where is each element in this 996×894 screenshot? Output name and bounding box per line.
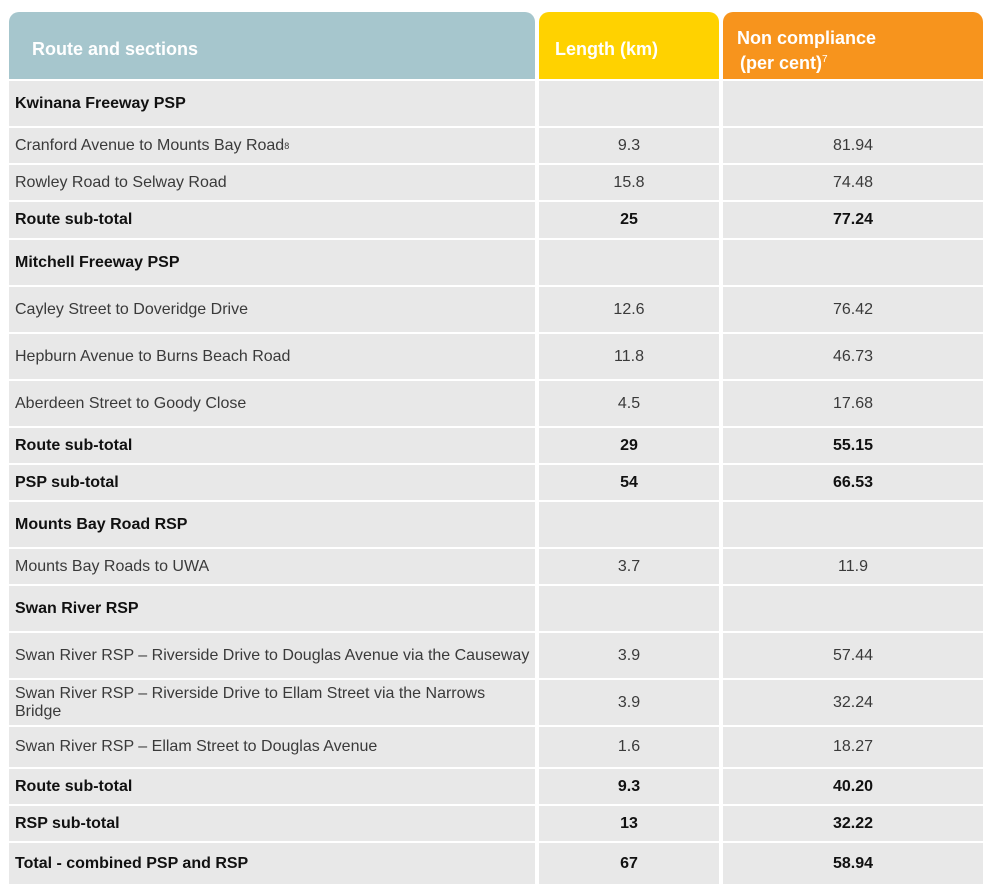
- route-cell: Hepburn Avenue to Burns Beach Road: [9, 334, 535, 379]
- route-cell: Swan River RSP – Riverside Drive to Ella…: [9, 680, 535, 725]
- length-cell: 67: [539, 843, 719, 884]
- route-cell: Cranford Avenue to Mounts Bay Road 8: [9, 128, 535, 163]
- table-row: Swan River RSP – Riverside Drive to Doug…: [9, 633, 983, 678]
- route-cell: Total - combined PSP and RSP: [9, 843, 535, 884]
- noncompliance-cell: 58.94: [723, 843, 983, 884]
- length-cell: 3.9: [539, 633, 719, 678]
- length-cell: [539, 81, 719, 126]
- table-row-section: Swan River RSP: [9, 586, 983, 631]
- route-cell: Mitchell Freeway PSP: [9, 240, 535, 285]
- noncompliance-cell: 76.42: [723, 287, 983, 332]
- table-row-subtotal: Route sub-total 9.3 40.20: [9, 769, 983, 804]
- noncompliance-cell: 18.27: [723, 727, 983, 767]
- table-row-total: Total - combined PSP and RSP 67 58.94: [9, 843, 983, 884]
- route-cell: Swan River RSP – Riverside Drive to Doug…: [9, 633, 535, 678]
- header-route-label: Route and sections: [32, 39, 199, 59]
- noncompliance-cell: 81.94: [723, 128, 983, 163]
- table-row-section: Mounts Bay Road RSP: [9, 502, 983, 547]
- noncompliance-cell: [723, 81, 983, 126]
- length-cell: 12.6: [539, 287, 719, 332]
- table-row: Rowley Road to Selway Road 15.8 74.48: [9, 165, 983, 200]
- length-cell: 29: [539, 428, 719, 463]
- length-cell: 15.8: [539, 165, 719, 200]
- length-cell: 1.6: [539, 727, 719, 767]
- route-cell: Swan River RSP – Ellam Street to Douglas…: [9, 727, 535, 767]
- noncompliance-cell: 57.44: [723, 633, 983, 678]
- table-row-subtotal: RSP sub-total 13 32.22: [9, 806, 983, 841]
- noncompliance-cell: 32.22: [723, 806, 983, 841]
- length-cell: [539, 586, 719, 631]
- route-cell: Route sub-total: [9, 202, 535, 238]
- length-cell: 4.5: [539, 381, 719, 426]
- route-cell: Swan River RSP: [9, 586, 535, 631]
- header-length: Length (km): [539, 12, 719, 79]
- noncompliance-cell: 74.48: [723, 165, 983, 200]
- noncompliance-cell: 77.24: [723, 202, 983, 238]
- noncompliance-cell: [723, 240, 983, 285]
- noncompliance-cell: 46.73: [723, 334, 983, 379]
- noncompliance-cell: 32.24: [723, 680, 983, 725]
- length-cell: [539, 502, 719, 547]
- header-length-label: Length (km): [555, 39, 658, 59]
- noncompliance-cell: 55.15: [723, 428, 983, 463]
- route-cell: PSP sub-total: [9, 465, 535, 500]
- route-cell: Aberdeen Street to Goody Close: [9, 381, 535, 426]
- length-cell: 3.7: [539, 549, 719, 584]
- length-cell: 13: [539, 806, 719, 841]
- table-row: Swan River RSP – Ellam Street to Douglas…: [9, 727, 983, 767]
- length-cell: 11.8: [539, 334, 719, 379]
- table-row: Hepburn Avenue to Burns Beach Road 11.8 …: [9, 334, 983, 379]
- route-cell: Kwinana Freeway PSP: [9, 81, 535, 126]
- table-row: Aberdeen Street to Goody Close 4.5 17.68: [9, 381, 983, 426]
- table-row: Swan River RSP – Riverside Drive to Ella…: [9, 680, 983, 725]
- route-cell: Rowley Road to Selway Road: [9, 165, 535, 200]
- noncompliance-cell: 17.68: [723, 381, 983, 426]
- route-cell: Route sub-total: [9, 428, 535, 463]
- noncompliance-cell: [723, 586, 983, 631]
- route-cell: Route sub-total: [9, 769, 535, 804]
- length-cell: 9.3: [539, 769, 719, 804]
- table-row-subtotal: Route sub-total 25 77.24: [9, 202, 983, 238]
- header-footnote: 7: [822, 54, 828, 65]
- header-noncompliance: Non compliance (per cent)7: [723, 12, 983, 79]
- route-text: Cranford Avenue to Mounts Bay Road: [15, 136, 285, 154]
- noncompliance-cell: 11.9: [723, 549, 983, 584]
- header-noncompliance-line1: Non compliance: [737, 28, 877, 48]
- table-row-section: Kwinana Freeway PSP: [9, 81, 983, 126]
- route-cell: Cayley Street to Doveridge Drive: [9, 287, 535, 332]
- length-cell: 9.3: [539, 128, 719, 163]
- header-route: Route and sections: [9, 12, 535, 79]
- table-row-section: Mitchell Freeway PSP: [9, 240, 983, 285]
- noncompliance-cell: 66.53: [723, 465, 983, 500]
- table-row: Cayley Street to Doveridge Drive 12.6 76…: [9, 287, 983, 332]
- length-cell: [539, 240, 719, 285]
- noncompliance-cell: [723, 502, 983, 547]
- length-cell: 3.9: [539, 680, 719, 725]
- header-noncompliance-line2: (per cent): [740, 53, 823, 73]
- route-cell: RSP sub-total: [9, 806, 535, 841]
- table-row-subtotal: PSP sub-total 54 66.53: [9, 465, 983, 500]
- noncompliance-cell: 40.20: [723, 769, 983, 804]
- length-cell: 54: [539, 465, 719, 500]
- table-row: Cranford Avenue to Mounts Bay Road 8 9.3 …: [9, 128, 983, 163]
- route-cell: Mounts Bay Road RSP: [9, 502, 535, 547]
- table-row-subtotal: Route sub-total 29 55.15: [9, 428, 983, 463]
- length-cell: 25: [539, 202, 719, 238]
- route-cell: Mounts Bay Roads to UWA: [9, 549, 535, 584]
- table-row: Mounts Bay Roads to UWA 3.7 11.9: [9, 549, 983, 584]
